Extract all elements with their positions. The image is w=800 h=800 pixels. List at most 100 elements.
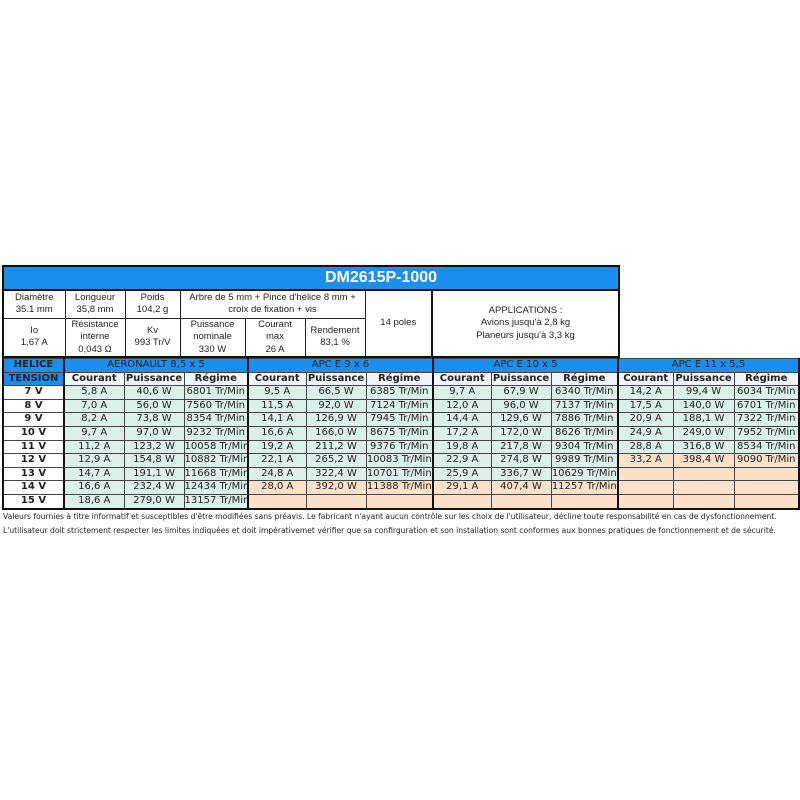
- column-header-puissance: Puissance: [672, 371, 735, 387]
- courant-cell: 12,0 A: [432, 398, 492, 414]
- motor-title: DM2615P-1000: [2, 265, 620, 291]
- courant-cell: 33,2 A: [617, 453, 674, 468]
- table-row: 8 V 7,0 A 56,0 W 7560 Tr/Min 11,5 A 92,0 W 712…: [2, 398, 800, 414]
- puissance-cell: 392,0 W: [305, 480, 367, 495]
- courant-cell: 28,0 A: [247, 480, 307, 495]
- puissance-cell: 217,8 W: [490, 439, 552, 455]
- regime-cell: [733, 493, 800, 510]
- puissance-cell: 66,5 W: [305, 385, 367, 400]
- puissance-cell: 265,2 W: [305, 453, 367, 468]
- courant-cell: 22,9 A: [432, 453, 492, 468]
- regime-cell: 9304 Tr/Min: [550, 439, 619, 455]
- column-header-courant: Courant: [432, 371, 492, 387]
- voltage-cell: 9 V: [2, 412, 65, 427]
- puissance-cell: 407,4 W: [490, 480, 552, 495]
- helice-header: HELICE: [2, 358, 65, 373]
- column-header-puissance: Puissance: [490, 371, 552, 387]
- courant-cell: 17,2 A: [432, 425, 492, 441]
- spec-poles: 14 poles: [364, 289, 433, 358]
- courant-cell: 9,7 A: [63, 425, 125, 441]
- regime-cell: 8626 Tr/Min: [550, 425, 619, 441]
- column-header-courant: Courant: [63, 371, 125, 387]
- spec-io: Io 1,67 A: [2, 317, 66, 358]
- voltage-cell: 10 V: [2, 425, 65, 441]
- puissance-cell: 316,8 W: [672, 439, 735, 455]
- puissance-cell: 40,6 W: [123, 385, 185, 400]
- puissance-cell: 249,0 W: [672, 425, 735, 441]
- disclaimer-line: Valeurs fournies à titre informatif et s…: [3, 512, 777, 521]
- regime-cell: 10701 Tr/Min: [365, 466, 434, 482]
- courant-cell: 11,5 A: [247, 398, 307, 414]
- courant-cell: [617, 466, 674, 482]
- courant-cell: 22,1 A: [247, 453, 307, 468]
- regime-cell: 7124 Tr/Min: [365, 398, 434, 414]
- table-row: 12 V 12,9 A 154,8 W 10882 Tr/Min 22,1 A 265,2…: [2, 453, 800, 468]
- column-header-courant: Courant: [617, 371, 674, 387]
- column-header-regime: Régime: [183, 371, 249, 387]
- courant-cell: 12,9 A: [63, 453, 125, 468]
- table-row: 9 V 8,2 A 73,8 W 8354 Tr/Min 14,1 A 126,9 W 79…: [2, 412, 800, 427]
- regime-cell: 6034 Tr/Min: [733, 385, 800, 400]
- performance-table: HELICE AERONAULT 8,5 x 5 APC E 9 x 6 APC…: [2, 358, 800, 510]
- regime-cell: 9376 Tr/Min: [365, 439, 434, 455]
- puissance-cell: [672, 493, 735, 510]
- regime-cell: 11668 Tr/Min: [183, 466, 249, 482]
- prop-header: APC E 10 x 5: [432, 358, 619, 373]
- puissance-cell: 56,0 W: [123, 398, 185, 414]
- courant-cell: 14,4 A: [432, 412, 492, 427]
- spec-puissance: Puissance nominale 330 W: [179, 317, 246, 358]
- voltage-cell: 12 V: [2, 453, 65, 468]
- puissance-cell: 97,0 W: [123, 425, 185, 441]
- puissance-cell: 232,4 W: [123, 480, 185, 495]
- courant-cell: 29,1 A: [432, 480, 492, 495]
- courant-cell: 24,8 A: [247, 466, 307, 482]
- disclaimer-line: L'utilisateur doit strictement respecter…: [3, 526, 776, 535]
- regime-cell: 11257 Tr/Min: [550, 480, 619, 495]
- courant-cell: 8,2 A: [63, 412, 125, 427]
- regime-cell: 6385 Tr/Min: [365, 385, 434, 400]
- regime-cell: [733, 466, 800, 482]
- column-header-puissance: Puissance: [305, 371, 367, 387]
- puissance-cell: 73,8 W: [123, 412, 185, 427]
- courant-cell: 28,8 A: [617, 439, 674, 455]
- regime-cell: 8354 Tr/Min: [183, 412, 249, 427]
- courant-cell: 17,5 A: [617, 398, 674, 414]
- column-header-courant: Courant: [247, 371, 307, 387]
- regime-cell: 9090 Tr/Min: [733, 453, 800, 468]
- courant-cell: 14,7 A: [63, 466, 125, 482]
- voltage-cell: 11 V: [2, 439, 65, 455]
- regime-cell: 13157 Tr/Min: [183, 493, 249, 510]
- courant-cell: 18,6 A: [63, 493, 125, 510]
- regime-cell: 9232 Tr/Min: [183, 425, 249, 441]
- table-row: 15 V 18,6 A 279,0 W 13157 Tr/Min: [2, 493, 800, 510]
- puissance-cell: 92,0 W: [305, 398, 367, 414]
- table-row: 14 V 16,6 A 232,4 W 12434 Tr/Min 28,0 A 392,0…: [2, 480, 800, 495]
- puissance-cell: 154,8 W: [123, 453, 185, 468]
- courant-cell: 14,2 A: [617, 385, 674, 400]
- regime-cell: 6340 Tr/Min: [550, 385, 619, 400]
- puissance-cell: 398,4 W: [672, 453, 735, 468]
- spec-rendement: Rendement 83,1 %: [304, 317, 366, 358]
- column-header-regime: Régime: [365, 371, 434, 387]
- regime-cell: 10629 Tr/Min: [550, 466, 619, 482]
- puissance-cell: 96,0 W: [490, 398, 552, 414]
- regime-cell: 7886 Tr/Min: [550, 412, 619, 427]
- spec-diametre: Diamètre 35.1 mm: [2, 289, 66, 319]
- regime-cell: 12434 Tr/Min: [183, 480, 249, 495]
- courant-cell: 9,5 A: [247, 385, 307, 400]
- courant-cell: 14,1 A: [247, 412, 307, 427]
- regime-cell: 7560 Tr/Min: [183, 398, 249, 414]
- column-header-puissance: Puissance: [123, 371, 185, 387]
- courant-cell: 24,9 A: [617, 425, 674, 441]
- voltage-cell: 13 V: [2, 466, 65, 482]
- regime-cell: 7945 Tr/Min: [365, 412, 434, 427]
- puissance-cell: 322,4 W: [305, 466, 367, 482]
- regime-cell: 7952 Tr/Min: [733, 425, 800, 441]
- puissance-cell: 140,0 W: [672, 398, 735, 414]
- puissance-cell: 67,9 W: [490, 385, 552, 400]
- courant-cell: 9,7 A: [432, 385, 492, 400]
- regime-cell: 10083 Tr/Min: [365, 453, 434, 468]
- regime-cell: 6701 Tr/Min: [733, 398, 800, 414]
- prop-header: APC E 9 x 6: [247, 358, 434, 373]
